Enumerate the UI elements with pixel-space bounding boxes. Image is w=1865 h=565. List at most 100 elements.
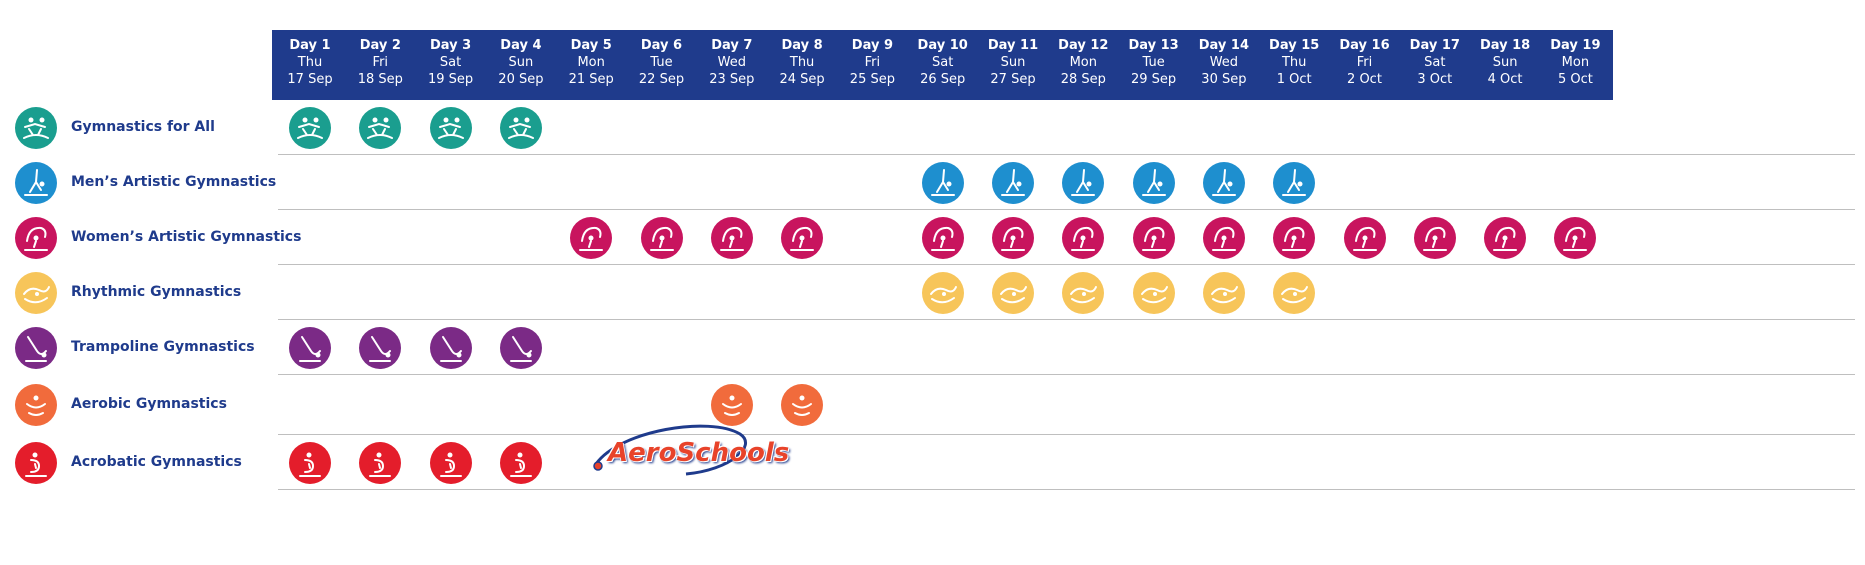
day-header-day: Day 3 <box>429 38 472 53</box>
day-header: Day 19 Mon 5 Oct <box>1537 30 1614 100</box>
session-marker-ribbon-gymnast-icon <box>1273 271 1316 314</box>
discipline-row: Women’s Artistic Gymnastics <box>0 210 1865 265</box>
session-marker-ribbon-gymnast-icon <box>992 271 1034 314</box>
discipline-label: Aerobic Gymnastics <box>71 396 227 412</box>
day-header: Day 7 Wed 23 Sep <box>693 30 770 100</box>
day-header-weekday: Wed <box>1209 55 1239 70</box>
discipline-label: Acrobatic Gymnastics <box>71 453 242 470</box>
day-header-date: 19 Sep <box>428 72 474 87</box>
day-header: Day 13 Tue 29 Sep <box>1115 30 1192 100</box>
day-header: Day 11 Sun 27 Sep <box>975 30 1051 100</box>
day-header-weekday: Sat <box>1424 55 1446 70</box>
day-header: Day 16 Fri 2 Oct <box>1326 30 1403 100</box>
session-marker-trampoline-gymnast-icon <box>289 326 331 369</box>
session-marker-male-gymnast-icon <box>992 161 1034 204</box>
day-header-weekday: Sat <box>439 55 462 70</box>
day-header-weekday: Sat <box>932 55 954 70</box>
day-header-day: Day 9 <box>851 38 893 53</box>
day-header-date: 20 Sep <box>498 72 544 87</box>
session-marker-female-gymnast-icon <box>992 216 1034 259</box>
session-marker-female-gymnast-icon <box>1554 216 1597 259</box>
acrobatic-gymnast-icon <box>15 441 57 484</box>
day-header-weekday: Mon <box>577 55 605 70</box>
day-header-weekday: Fri <box>1356 55 1373 70</box>
day-header: Day 2 Fri 18 Sep <box>342 30 419 100</box>
session-marker-female-gymnast-icon <box>1202 216 1245 259</box>
day-header-date: 25 Sep <box>849 72 895 87</box>
day-header: Day 9 Fri 25 Sep <box>834 30 911 100</box>
session-marker-aerobic-gymnast-icon <box>710 384 753 426</box>
discipline-label: Men’s Artistic Gymnastics <box>71 173 277 190</box>
discipline-row: Rhythmic Gymnastics <box>0 265 1865 320</box>
day-header: Day 4 Sun 20 Sep <box>482 30 559 100</box>
session-marker-female-gymnast-icon <box>640 216 683 259</box>
session-marker-group-gymnasts-icon <box>499 106 542 149</box>
day-header: Day 5 Mon 21 Sep <box>553 30 630 100</box>
day-header: Day 1 Thu 17 Sep <box>272 30 348 100</box>
day-header-date: 1 Oct <box>1276 72 1312 87</box>
discipline-row: Trampoline Gymnastics <box>0 320 1865 375</box>
day-header-weekday: Mon <box>1069 55 1097 70</box>
session-marker-group-gymnasts-icon <box>289 106 331 149</box>
day-header-day: Day 2 <box>359 38 401 53</box>
day-header-date: 26 Sep <box>920 72 966 87</box>
discipline-row: Men’s Artistic Gymnastics <box>0 155 1865 210</box>
session-marker-ribbon-gymnast-icon <box>1202 271 1245 314</box>
day-header-weekday: Tue <box>650 55 673 70</box>
session-marker-male-gymnast-icon <box>1132 161 1175 204</box>
row-divider <box>278 489 1855 490</box>
female-gymnast-icon <box>15 216 57 259</box>
day-header-weekday: Fri <box>372 55 389 70</box>
day-header-date: 5 Oct <box>1557 72 1593 87</box>
row-divider <box>278 209 1855 210</box>
schedule-header: Day 1 Thu 17 Sep Day 2 Fri 18 Sep Day 3 Sat 19 S… <box>272 30 1852 100</box>
day-header-date: 21 Sep <box>568 72 614 87</box>
day-header: Day 18 Sun 4 Oct <box>1467 30 1544 100</box>
discipline-label: Women’s Artistic Gymnastics <box>71 228 302 245</box>
discipline-label: Trampoline Gymnastics <box>71 338 255 355</box>
day-header-day: Day 1 <box>289 38 331 53</box>
session-marker-trampoline-gymnast-icon <box>429 326 472 369</box>
session-marker-ribbon-gymnast-icon <box>1062 271 1105 314</box>
day-header-date: 2 Oct <box>1347 72 1382 87</box>
trampoline-gymnast-icon <box>15 326 57 369</box>
day-header-day: Day 19 <box>1550 38 1601 53</box>
aeroschools-logo: AeroSchools <box>590 420 789 482</box>
logo-text: AeroSchools <box>608 438 790 468</box>
session-marker-female-gymnast-icon <box>1413 216 1456 259</box>
session-marker-female-gymnast-icon <box>570 216 613 259</box>
day-header-day: Day 17 <box>1409 38 1460 53</box>
day-header-day: Day 13 <box>1128 38 1179 53</box>
session-marker-female-gymnast-icon <box>710 216 753 259</box>
day-header-weekday: Sun <box>1000 55 1026 70</box>
session-marker-ribbon-gymnast-icon <box>1132 271 1175 314</box>
day-header-date: 27 Sep <box>990 72 1036 87</box>
day-header: Day 3 Sat 19 Sep <box>412 30 489 100</box>
discipline-row: Acrobatic Gymnastics <box>0 435 1865 490</box>
session-marker-female-gymnast-icon <box>781 216 824 259</box>
day-header: Day 15 Thu 1 Oct <box>1256 30 1333 100</box>
session-marker-male-gymnast-icon <box>1202 161 1245 204</box>
day-header-date: 18 Sep <box>357 72 403 87</box>
day-header-date: 29 Sep <box>1131 72 1177 87</box>
group-gymnasts-icon <box>15 106 57 149</box>
male-gymnast-icon <box>15 161 57 204</box>
day-header: Day 8 Thu 24 Sep <box>764 30 841 100</box>
day-header-date: 28 Sep <box>1060 72 1106 87</box>
session-marker-female-gymnast-icon <box>1273 216 1316 259</box>
session-marker-trampoline-gymnast-icon <box>359 326 402 369</box>
day-header: Day 10 Sat 26 Sep <box>904 30 981 100</box>
session-marker-aerobic-gymnast-icon <box>781 384 824 426</box>
day-header-weekday: Sun <box>508 55 534 70</box>
day-header-weekday: Thu <box>297 55 323 70</box>
day-header-day: Day 10 <box>917 38 968 53</box>
day-header-weekday: Mon <box>1561 55 1590 70</box>
day-header-date: 30 Sep <box>1201 72 1247 87</box>
session-marker-acrobatic-gymnast-icon <box>429 441 472 484</box>
day-header-day: Day 4 <box>500 38 542 53</box>
day-header-weekday: Wed <box>717 55 746 70</box>
day-header: Day 17 Sat 3 Oct <box>1396 30 1473 100</box>
row-divider <box>278 434 1855 435</box>
day-header-weekday: Thu <box>1281 55 1307 70</box>
aerobic-gymnast-icon <box>15 384 57 426</box>
